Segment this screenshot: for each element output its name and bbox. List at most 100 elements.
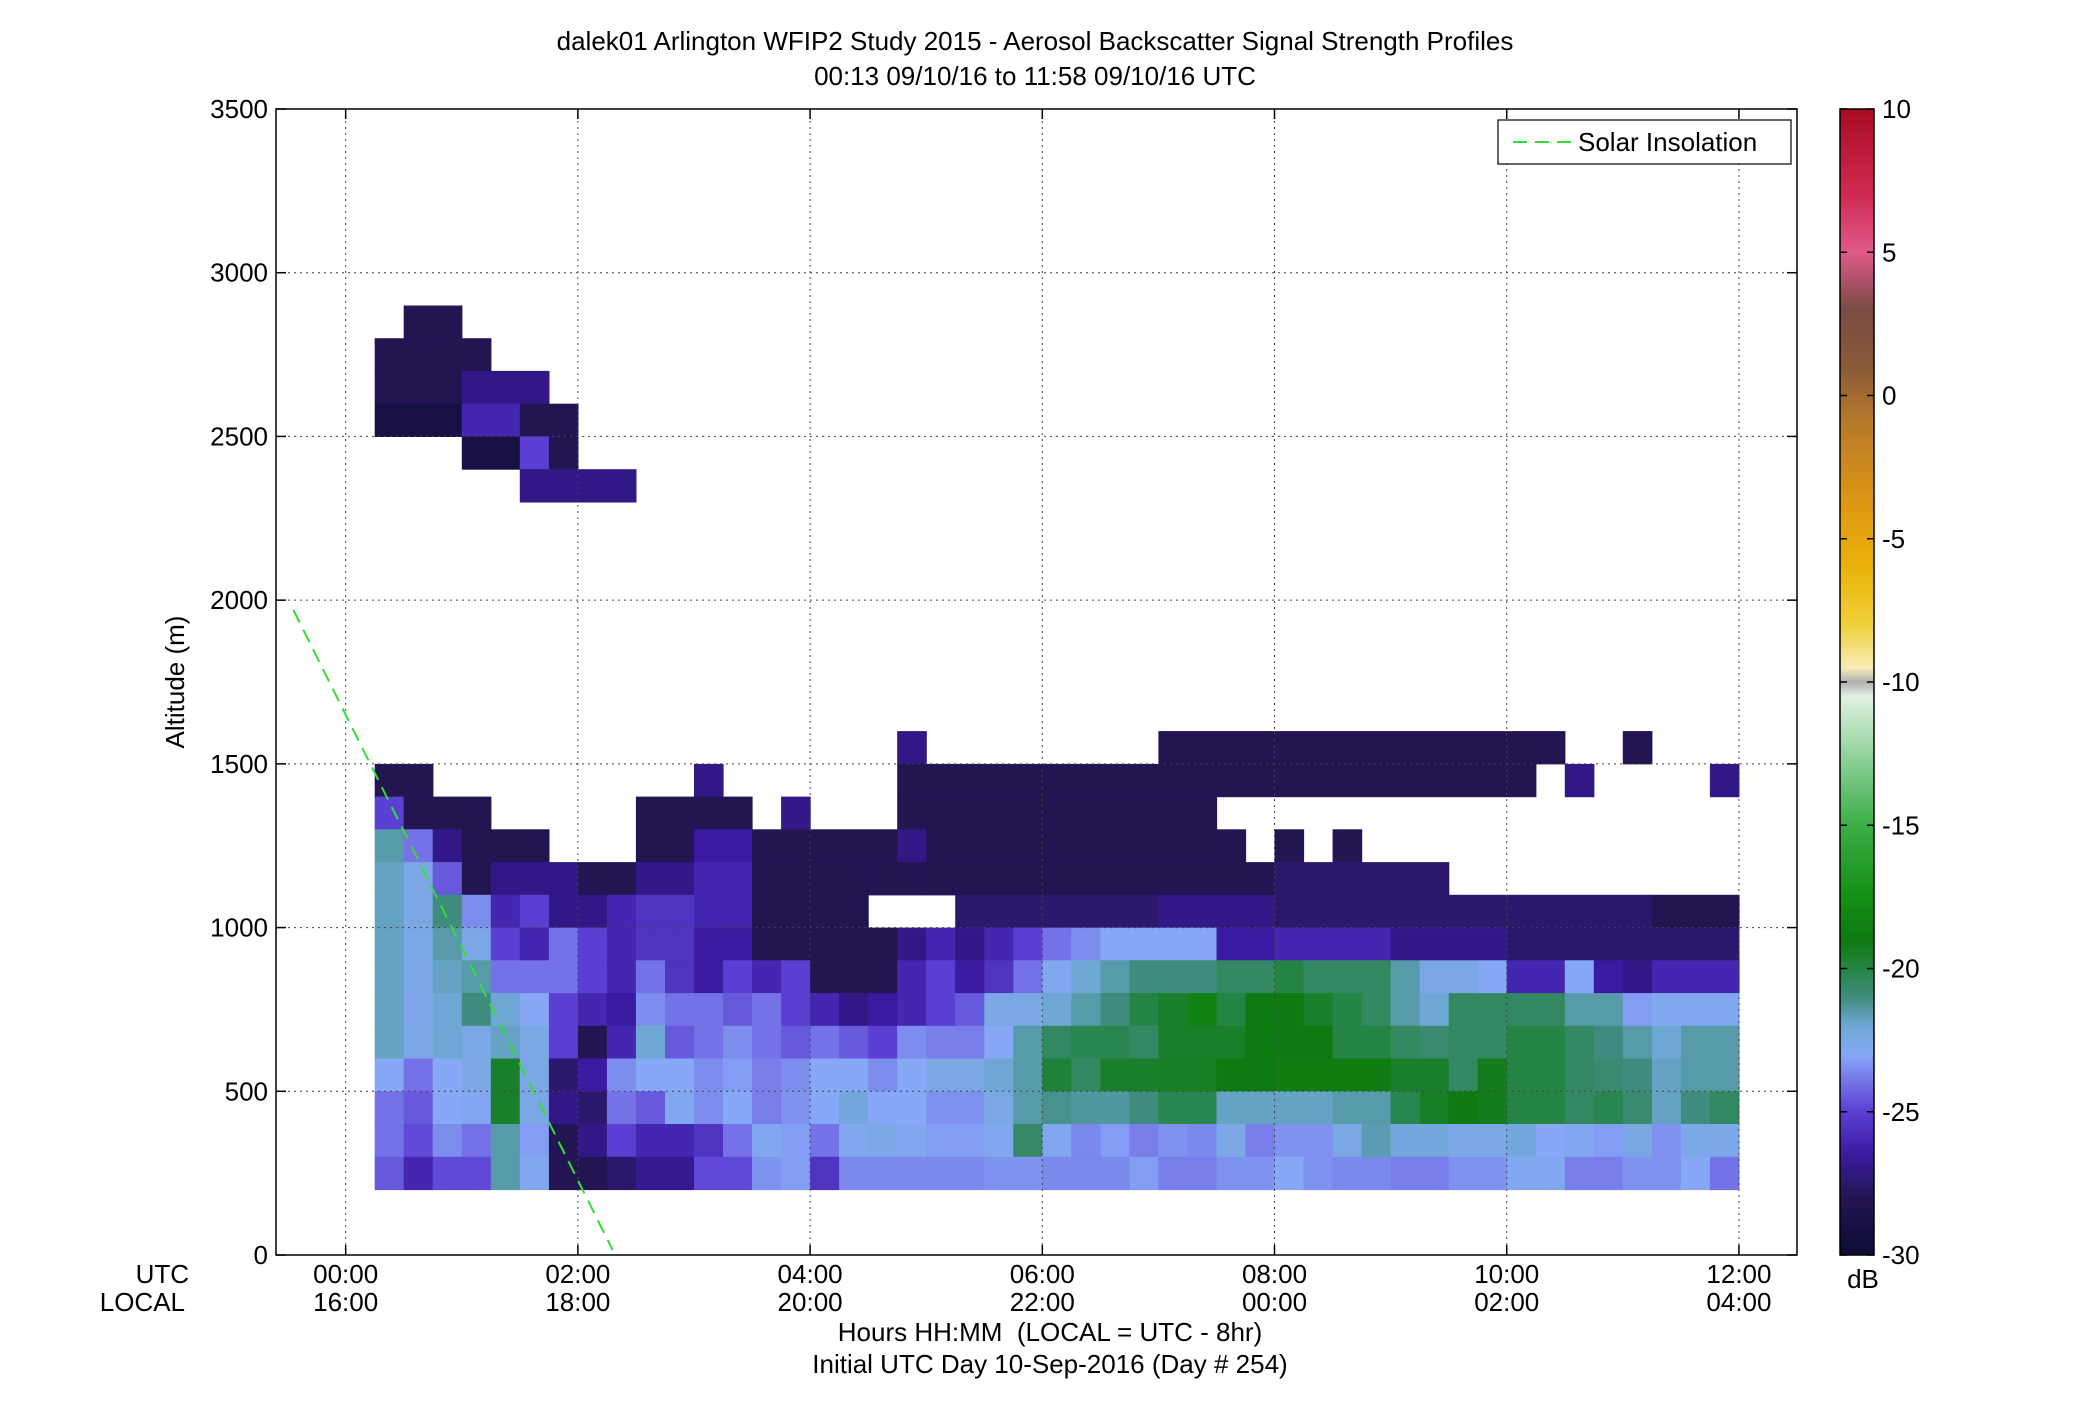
heatmap-cell xyxy=(519,1124,550,1158)
heatmap-cell xyxy=(839,1156,927,1191)
x-tick-label-local: 16:00 xyxy=(313,1287,378,1317)
heatmap-cell xyxy=(810,1124,840,1158)
heatmap-cell xyxy=(432,1156,492,1191)
heatmap-cell xyxy=(548,1025,579,1060)
heatmap-cell xyxy=(403,1156,434,1191)
heatmap-cell xyxy=(461,829,550,863)
heatmap-cell xyxy=(1274,1091,1334,1125)
heatmap-cell xyxy=(635,960,666,994)
heatmap-cell xyxy=(1071,927,1101,961)
heatmap-cell xyxy=(1448,1156,1508,1191)
heatmap-cell xyxy=(1042,927,1072,961)
heatmap-cell xyxy=(1593,960,1624,994)
heatmap-cell xyxy=(519,1091,550,1125)
heatmap-cell xyxy=(1100,993,1130,1027)
x-tick-label-local: 02:00 xyxy=(1474,1287,1539,1317)
y-tick-label: 500 xyxy=(225,1076,268,1106)
heatmap-cell xyxy=(1158,1091,1218,1125)
heatmap-cell xyxy=(519,403,579,437)
heatmap-cell xyxy=(810,960,898,994)
colorbar-tick-label: -30 xyxy=(1882,1240,1920,1270)
heatmap-cell xyxy=(781,993,811,1027)
heatmap-cell xyxy=(635,796,753,830)
heatmap-cell xyxy=(839,1091,869,1125)
colorbar-tick-label: 0 xyxy=(1882,381,1896,411)
heatmap-cell xyxy=(374,338,492,372)
heatmap-cell xyxy=(694,763,724,798)
x-tick-label-utc: 02:00 xyxy=(545,1259,610,1289)
heatmap-cell xyxy=(781,1091,811,1125)
x-axis-label-2: Initial UTC Day 10-Sep-2016 (Day # 254) xyxy=(812,1349,1287,1379)
colorbar-tick-label: 10 xyxy=(1882,94,1911,124)
heatmap-cell xyxy=(403,894,434,929)
heatmap-cell xyxy=(926,960,956,994)
heatmap-cell xyxy=(1274,1156,1305,1191)
heatmap-cell xyxy=(926,927,956,961)
x-tick-label-utc: 06:00 xyxy=(1010,1259,1075,1289)
chart-subtitle: 00:13 09/10/16 to 11:58 09/10/16 UTC xyxy=(814,61,1256,91)
heatmap-cell xyxy=(1564,1091,1595,1125)
heatmap-cell xyxy=(1564,1156,1624,1191)
heatmap-cell xyxy=(1013,1058,1043,1092)
heatmap-cell xyxy=(1158,993,1188,1027)
heatmap-cell xyxy=(1477,960,1508,994)
x-tick-label-utc: 04:00 xyxy=(778,1259,843,1289)
heatmap-cell xyxy=(432,1058,463,1092)
heatmap-cell xyxy=(1216,1091,1276,1125)
heatmap-cell xyxy=(577,1058,608,1092)
heatmap-cell xyxy=(519,1025,550,1060)
heatmap-cell xyxy=(781,1058,811,1092)
heatmap-cell xyxy=(1071,993,1101,1027)
heatmap-cell xyxy=(955,894,1159,929)
heatmap-cell xyxy=(839,1025,869,1060)
heatmap-cell xyxy=(1042,1124,1072,1158)
heatmap-cell xyxy=(984,1025,1014,1060)
heatmap-cell xyxy=(1564,960,1595,994)
heatmap-cell xyxy=(1129,1156,1159,1191)
heatmap-cell xyxy=(1245,1124,1276,1158)
heatmap-cell xyxy=(1158,1025,1247,1060)
heatmap-cell xyxy=(1390,927,1508,961)
heatmap-cell xyxy=(1651,993,1740,1027)
heatmap-cell xyxy=(374,1124,405,1158)
heatmap-cell xyxy=(374,403,463,437)
heatmap-cell xyxy=(635,894,695,929)
heatmap-cell xyxy=(403,305,463,339)
heatmap-cell xyxy=(1419,960,1479,994)
heatmap-cell xyxy=(461,403,521,437)
heatmap-cell xyxy=(1274,960,1305,994)
heatmap-cell xyxy=(1158,731,1566,765)
heatmap-cell xyxy=(1274,829,1305,863)
heatmap-cell xyxy=(781,1025,811,1060)
heatmap-cell xyxy=(1651,1025,1682,1060)
heatmap-cell xyxy=(984,1091,1014,1125)
heatmap-cell xyxy=(1622,1058,1653,1092)
x-tick-label-local: 18:00 xyxy=(545,1287,610,1317)
heatmap-cell xyxy=(1303,1156,1334,1191)
heatmap-cell xyxy=(461,1124,492,1158)
heatmap-cell xyxy=(868,862,927,896)
heatmap-cell xyxy=(1419,1091,1450,1125)
heatmap-cell xyxy=(1622,1025,1653,1060)
heatmap-cell xyxy=(461,894,492,929)
heatmap-cell xyxy=(635,829,695,863)
heatmap-cell xyxy=(1158,894,1276,929)
heatmap-cell xyxy=(868,1025,898,1060)
heatmap-cell xyxy=(810,1091,840,1125)
heatmap-cell xyxy=(868,993,898,1027)
heatmap-cell xyxy=(374,894,405,929)
heatmap-cell xyxy=(490,1058,521,1092)
heatmap-cell xyxy=(635,1156,695,1191)
heatmap-cell xyxy=(519,1058,550,1092)
heatmap-cell xyxy=(461,993,492,1027)
heatmap-cell xyxy=(665,960,695,994)
heatmap-cell xyxy=(1419,1025,1450,1060)
heatmap-cell xyxy=(1564,993,1624,1027)
heatmap-cell xyxy=(1448,1124,1508,1158)
heatmap-cell xyxy=(752,993,782,1027)
heatmap-cell xyxy=(374,862,405,896)
heatmap-cell xyxy=(461,960,492,994)
heatmap-cell xyxy=(403,1058,434,1092)
heatmap-cell xyxy=(1187,1124,1217,1158)
heatmap-cell xyxy=(926,1091,985,1125)
